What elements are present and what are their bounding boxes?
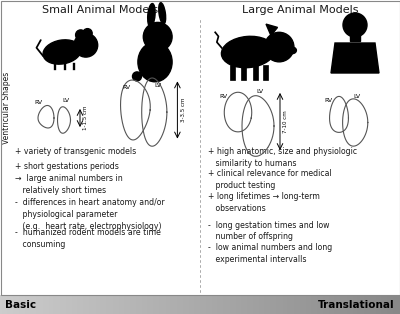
Circle shape — [143, 22, 172, 51]
Text: + variety of transgenic models: + variety of transgenic models — [15, 147, 136, 156]
Circle shape — [343, 13, 367, 37]
Ellipse shape — [43, 40, 81, 64]
Text: Translational: Translational — [318, 300, 395, 310]
Text: + clinical relevance for medical
   product testing: + clinical relevance for medical product… — [208, 170, 332, 190]
Text: RV: RV — [122, 85, 130, 90]
Text: -  differences in heart anatomy and/or
   physiological parameter
   (e.g.  hear: - differences in heart anatomy and/or ph… — [15, 198, 165, 230]
Ellipse shape — [222, 36, 274, 68]
Circle shape — [83, 29, 92, 38]
Text: LV: LV — [256, 89, 264, 94]
Ellipse shape — [148, 3, 155, 27]
Text: RV: RV — [219, 94, 227, 99]
Polygon shape — [266, 24, 278, 35]
Text: + long lifetimes → long-term
   observations: + long lifetimes → long-term observation… — [208, 192, 320, 213]
Text: RV: RV — [324, 98, 332, 103]
Text: + short gestations periods
→  large animal numbers in
   relatively short times: + short gestations periods → large anima… — [15, 162, 123, 195]
Text: Small Animal Models: Small Animal Models — [42, 5, 158, 15]
Circle shape — [264, 32, 294, 62]
Text: Large Animal Models: Large Animal Models — [242, 5, 358, 15]
Text: + high anatomic, size and physiologic
   similarity to humans: + high anatomic, size and physiologic si… — [208, 147, 357, 168]
Text: -  long gestation times and low
   number of offspring: - long gestation times and low number of… — [208, 220, 330, 241]
Text: -  humanized rodent models are time
   consuming: - humanized rodent models are time consu… — [15, 228, 161, 249]
Text: Ventricular Shapes: Ventricular Shapes — [2, 72, 12, 144]
Text: 1-1.5 cm: 1-1.5 cm — [83, 106, 88, 130]
Ellipse shape — [138, 42, 172, 82]
Circle shape — [132, 72, 142, 81]
Polygon shape — [331, 43, 379, 73]
Circle shape — [76, 30, 86, 40]
Text: RV: RV — [34, 100, 42, 105]
Text: 3-3.5 cm: 3-3.5 cm — [180, 98, 186, 122]
Text: -  low animal numbers and long
   experimental intervalls: - low animal numbers and long experiment… — [208, 243, 332, 264]
Ellipse shape — [159, 3, 166, 24]
Text: LV: LV — [154, 83, 161, 88]
Bar — [350, 29, 360, 41]
Ellipse shape — [288, 47, 296, 54]
Text: Basic: Basic — [5, 300, 36, 310]
Text: 7-10 cm: 7-10 cm — [283, 111, 288, 133]
Text: LV: LV — [62, 98, 70, 103]
Text: LV: LV — [354, 94, 360, 99]
Circle shape — [74, 33, 98, 57]
